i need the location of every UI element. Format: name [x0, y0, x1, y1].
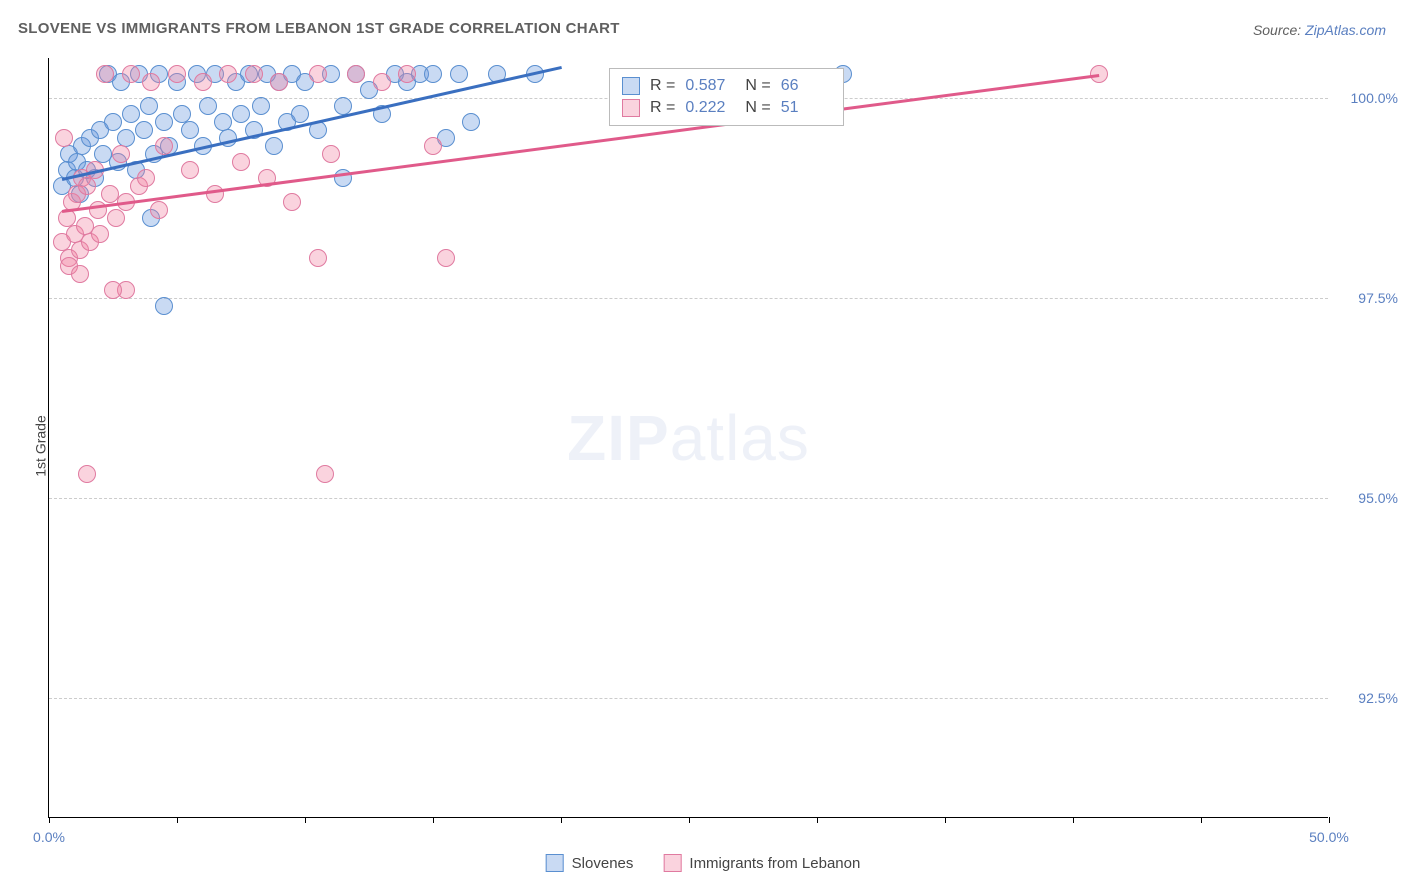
chart-title: SLOVENE VS IMMIGRANTS FROM LEBANON 1ST G… [18, 20, 620, 37]
source-attribution: Source: ZipAtlas.com [1253, 22, 1386, 38]
scatter-point [155, 113, 173, 131]
watermark: ZIPatlas [567, 401, 810, 475]
scatter-point [232, 105, 250, 123]
legend-swatch [546, 854, 564, 872]
legend-item: Slovenes [546, 854, 634, 872]
scatter-point [135, 121, 153, 139]
x-tick [945, 817, 946, 823]
plot-area: ZIPatlas 92.5%95.0%97.5%100.0%0.0%50.0%R… [48, 58, 1328, 818]
scatter-point [107, 209, 125, 227]
stats-row: R = 0.587 N = 66 [622, 75, 831, 97]
scatter-point [137, 169, 155, 187]
scatter-point [424, 65, 442, 83]
x-tick [1201, 817, 1202, 823]
y-tick-label: 100.0% [1338, 90, 1398, 106]
scatter-point [168, 65, 186, 83]
n-value: 66 [781, 77, 831, 95]
x-tick-label: 0.0% [33, 829, 65, 845]
scatter-point [462, 113, 480, 131]
watermark-light: atlas [670, 402, 810, 474]
scatter-point [265, 137, 283, 155]
scatter-point [122, 105, 140, 123]
legend-swatch [622, 99, 640, 117]
scatter-point [181, 161, 199, 179]
x-tick [305, 817, 306, 823]
x-tick-label: 50.0% [1309, 829, 1349, 845]
scatter-point [150, 201, 168, 219]
x-tick [689, 817, 690, 823]
gridline [49, 498, 1328, 499]
legend-swatch [663, 854, 681, 872]
scatter-point [55, 129, 73, 147]
scatter-point [270, 73, 288, 91]
gridline [49, 698, 1328, 699]
x-tick [1073, 817, 1074, 823]
r-label: R = [650, 99, 675, 117]
scatter-point [347, 65, 365, 83]
scatter-point [142, 73, 160, 91]
x-tick [177, 817, 178, 823]
scatter-point [424, 137, 442, 155]
y-tick-label: 92.5% [1338, 690, 1398, 706]
watermark-bold: ZIP [567, 402, 670, 474]
chart-container: SLOVENE VS IMMIGRANTS FROM LEBANON 1ST G… [0, 0, 1406, 892]
y-tick-label: 97.5% [1338, 290, 1398, 306]
stats-legend: R = 0.587 N = 66 R = 0.222 N = 51 [609, 68, 844, 126]
scatter-point [91, 225, 109, 243]
scatter-point [155, 297, 173, 315]
y-axis-label: 1st Grade [33, 415, 49, 476]
n-label: N = [745, 99, 770, 117]
scatter-point [112, 145, 130, 163]
scatter-point [373, 73, 391, 91]
y-tick-label: 95.0% [1338, 490, 1398, 506]
scatter-point [104, 113, 122, 131]
r-label: R = [650, 77, 675, 95]
scatter-point [309, 249, 327, 267]
scatter-point [194, 73, 212, 91]
scatter-point [316, 465, 334, 483]
scatter-point [140, 97, 158, 115]
stats-row: R = 0.222 N = 51 [622, 97, 831, 119]
scatter-point [104, 281, 122, 299]
legend-label: Immigrants from Lebanon [689, 855, 860, 872]
x-tick [1329, 817, 1330, 823]
source-link[interactable]: ZipAtlas.com [1305, 22, 1386, 38]
scatter-point [122, 65, 140, 83]
scatter-point [181, 121, 199, 139]
legend-label: Slovenes [572, 855, 634, 872]
scatter-point [78, 465, 96, 483]
scatter-point [450, 65, 468, 83]
x-tick [561, 817, 562, 823]
gridline [49, 298, 1328, 299]
scatter-point [322, 145, 340, 163]
scatter-point [219, 65, 237, 83]
r-value: 0.587 [685, 77, 735, 95]
bottom-legend: Slovenes Immigrants from Lebanon [546, 854, 861, 872]
scatter-point [398, 65, 416, 83]
scatter-point [245, 65, 263, 83]
x-tick [817, 817, 818, 823]
scatter-point [309, 65, 327, 83]
x-tick [49, 817, 50, 823]
scatter-point [199, 97, 217, 115]
n-label: N = [745, 77, 770, 95]
scatter-point [206, 185, 224, 203]
scatter-point [96, 65, 114, 83]
source-label: Source: [1253, 22, 1305, 38]
legend-swatch [622, 77, 640, 95]
scatter-point [155, 137, 173, 155]
legend-item: Immigrants from Lebanon [663, 854, 860, 872]
scatter-point [71, 265, 89, 283]
scatter-point [252, 97, 270, 115]
scatter-point [232, 153, 250, 171]
n-value: 51 [781, 99, 831, 117]
scatter-point [437, 249, 455, 267]
r-value: 0.222 [685, 99, 735, 117]
x-tick [433, 817, 434, 823]
scatter-point [78, 177, 96, 195]
scatter-point [291, 105, 309, 123]
scatter-point [283, 193, 301, 211]
